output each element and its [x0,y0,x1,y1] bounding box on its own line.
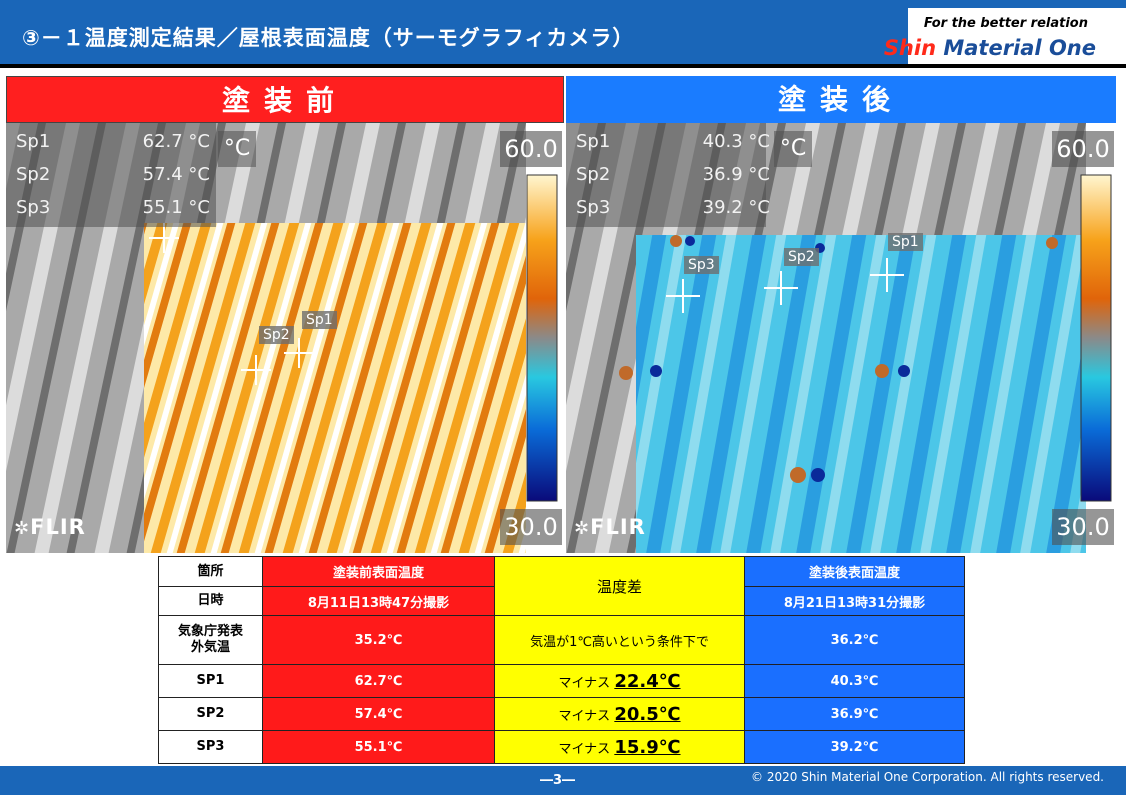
diff-value-cell: マイナス 15.9℃ [494,730,745,764]
spot-value: 40.3 °C [702,131,770,152]
before-scale-min: 30.0 [500,509,562,545]
brand-logo: For the better relation Shin Material On… [884,8,1126,64]
after-scale-min: 30.0 [1052,509,1114,545]
before-thermal-image: Sp1 62.7 °C Sp2 57.4 °C Sp3 55.1 °C °C 6… [6,123,564,553]
after-spot-readout: Sp1 40.3 °C Sp2 36.9 °C Sp3 39.2 °C [566,123,770,227]
row-label-location: 箇所 [158,556,263,587]
page-number: ―3― [540,773,576,788]
after-value-cell: 36.9℃ [744,697,965,731]
brand-shin: Shin [883,36,937,60]
spot-value: 39.2 °C [702,197,770,218]
table-row: SP2 57.4℃ マイナス 20.5℃ 36.9℃ [158,697,965,731]
before-marker-sp2: Sp2 [259,326,294,344]
diff-value-cell: マイナス 20.5℃ [494,697,745,731]
diff-header-cell: 温度差 [494,556,745,616]
spot-label: Sp1 [576,131,611,152]
before-date-cell: 8月11日13時47分撮影 [262,586,495,616]
outdoor-before-cell: 35.2℃ [262,615,495,665]
after-spot-row: Sp1 40.3 °C [576,125,776,157]
row-label-outdoor-line1: 気象庁発表 [177,624,243,639]
before-flir-logo: ✲FLIR [14,515,86,539]
spot-label: Sp2 [576,164,611,185]
flir-text: FLIR [590,515,646,539]
after-value-cell: 39.2℃ [744,730,965,764]
before-spot-row: Sp1 62.7 °C [16,125,216,157]
after-flir-logo: ✲FLIR [574,515,646,539]
flir-icon: ✲ [14,518,31,539]
after-spot-row: Sp3 39.2 °C [576,191,776,223]
copyright: © 2020 Shin Material One Corporation. Al… [751,770,1104,784]
after-header-cell: 塗装後表面温度 [744,556,965,587]
before-scale-max: 60.0 [500,131,562,167]
flir-icon: ✲ [574,518,591,539]
after-value-cell: 40.3℃ [744,664,965,698]
row-label-datetime: 日時 [158,586,263,616]
slide-header: ③－１温度測定結果／屋根表面温度（サーモグラフィカメラ） For the bet… [0,0,1126,64]
before-value-cell: 62.7℃ [262,664,495,698]
spot-value: 57.4 °C [142,164,210,185]
after-marker-sp2: Sp2 [784,248,819,266]
after-scale-max: 60.0 [1052,131,1114,167]
spot-label: Sp2 [16,164,51,185]
before-unit: °C [218,131,256,167]
diff-value: 20.5℃ [614,703,681,725]
table-row: 日時 8月11日13時47分撮影 8月21日13時31分撮影 [158,586,965,616]
results-table: 箇所 塗装前表面温度 温度差 塗装後表面温度 日時 8月11日13時47分撮影 … [158,556,965,764]
outdoor-note-cell: 気温が1℃高いという条件下で [494,615,745,665]
before-spot-row: Sp3 55.1 °C [16,191,216,223]
after-marker-sp1: Sp1 [888,233,923,251]
before-spot-readout: Sp1 62.7 °C Sp2 57.4 °C Sp3 55.1 °C [6,123,216,227]
after-thermal-graphic [566,123,1116,553]
before-spot-row: Sp2 57.4 °C [16,158,216,190]
diff-prefix: マイナス [558,708,611,724]
spot-label: Sp3 [576,197,611,218]
outdoor-after-cell: 36.2℃ [744,615,965,665]
table-row: SP1 62.7℃ マイナス 22.4℃ 40.3℃ [158,664,965,698]
spot-label: Sp3 [16,197,51,218]
after-heading: 塗装後 [566,76,1116,123]
brand-name: Shin Material One [884,36,1096,60]
brand-tagline: For the better relation [923,16,1088,31]
before-value-cell: 57.4℃ [262,697,495,731]
row-label-sp: SP2 [158,697,263,731]
table-row: 気象庁発表 外気温 35.2℃ 気温が1℃高いという条件下で 36.2℃ [158,615,965,665]
after-date-cell: 8月21日13時31分撮影 [744,586,965,616]
after-spot-row: Sp2 36.9 °C [576,158,776,190]
after-marker-sp3: Sp3 [684,256,719,274]
spot-value: 36.9 °C [702,164,770,185]
diff-value: 22.4℃ [614,670,681,692]
before-value-cell: 55.1℃ [262,730,495,764]
row-label-outdoor: 気象庁発表 外気温 [158,615,263,665]
diff-prefix: マイナス [558,675,611,691]
table-row: 箇所 塗装前表面温度 温度差 塗装後表面温度 [158,556,965,616]
slide-title: ③－１温度測定結果／屋根表面温度（サーモグラフィカメラ） [22,26,635,50]
flir-text: FLIR [30,515,86,539]
before-heading: 塗装前 [6,76,564,123]
after-unit: °C [774,131,812,167]
diff-prefix: マイナス [558,741,611,757]
spot-label: Sp1 [16,131,51,152]
before-header-cell: 塗装前表面温度 [262,556,495,587]
spot-value: 62.7 °C [142,131,210,152]
table-row: SP3 55.1℃ マイナス 15.9℃ 39.2℃ [158,730,965,764]
row-label-sp: SP1 [158,664,263,698]
spot-value: 55.1 °C [142,197,210,218]
row-label-sp: SP3 [158,730,263,764]
before-marker-sp1: Sp1 [302,311,337,329]
before-thermal-graphic [6,123,564,553]
slide-footer: ―3― © 2020 Shin Material One Corporation… [0,766,1126,795]
row-label-outdoor-line2: 外気温 [190,640,230,655]
diff-value-cell: マイナス 22.4℃ [494,664,745,698]
diff-value: 15.9℃ [614,736,681,758]
header-divider [0,64,1126,68]
brand-rest: Material One [936,36,1096,60]
after-thermal-image: Sp1 40.3 °C Sp2 36.9 °C Sp3 39.2 °C °C 6… [566,123,1116,553]
